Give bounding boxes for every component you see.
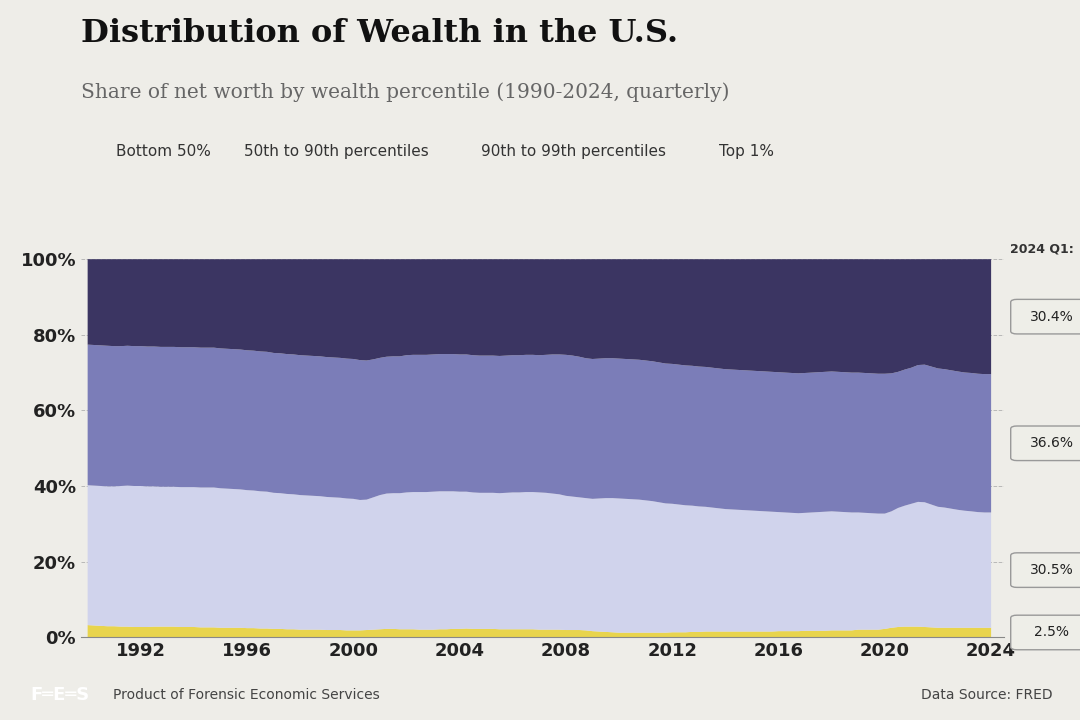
- Text: 36.6%: 36.6%: [1030, 436, 1074, 450]
- Text: Bottom 50%: Bottom 50%: [116, 144, 211, 158]
- Text: 2024 Q1:: 2024 Q1:: [1010, 243, 1074, 256]
- Text: F═E═S: F═E═S: [31, 685, 90, 704]
- Text: 30.5%: 30.5%: [1030, 563, 1074, 577]
- Text: Data Source: FRED: Data Source: FRED: [921, 688, 1053, 702]
- Text: Share of net worth by wealth percentile (1990-2024, quarterly): Share of net worth by wealth percentile …: [81, 83, 729, 102]
- FancyBboxPatch shape: [1011, 553, 1080, 588]
- Text: 30.4%: 30.4%: [1030, 310, 1074, 324]
- FancyBboxPatch shape: [1011, 426, 1080, 461]
- Text: Distribution of Wealth in the U.S.: Distribution of Wealth in the U.S.: [81, 18, 678, 49]
- Text: 2.5%: 2.5%: [1035, 626, 1069, 639]
- FancyBboxPatch shape: [1011, 615, 1080, 649]
- Text: 50th to 90th percentiles: 50th to 90th percentiles: [244, 144, 429, 158]
- Text: Product of Forensic Economic Services: Product of Forensic Economic Services: [113, 688, 380, 702]
- FancyBboxPatch shape: [1011, 300, 1080, 334]
- Text: 90th to 99th percentiles: 90th to 99th percentiles: [482, 144, 666, 158]
- Text: Top 1%: Top 1%: [719, 144, 774, 158]
